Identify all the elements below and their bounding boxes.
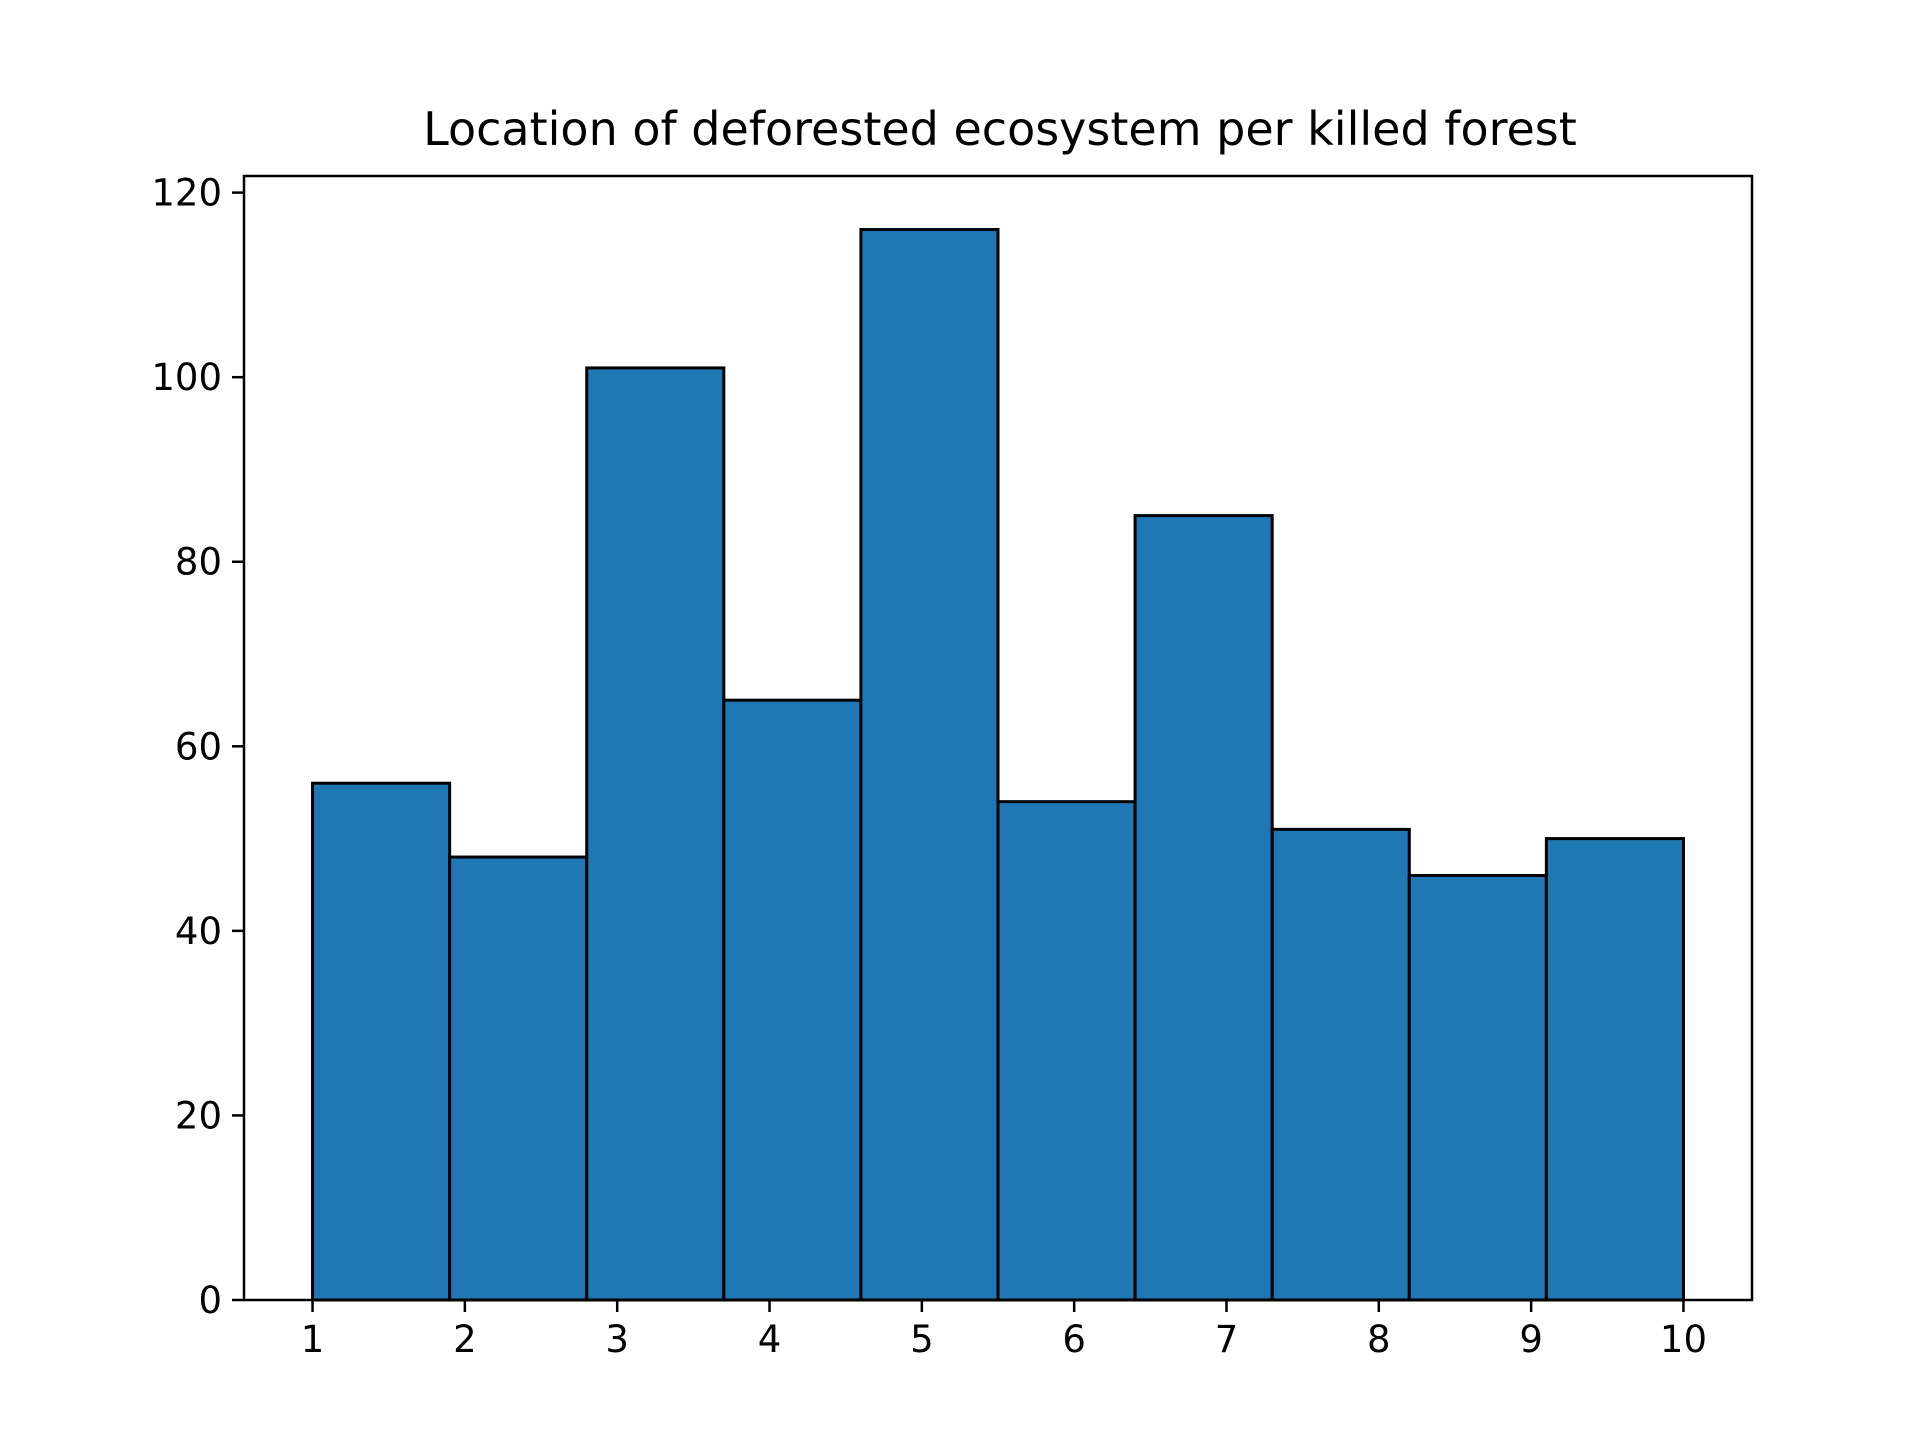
y-tick-label: 40	[175, 910, 222, 953]
plot-area-frame	[242, 174, 1754, 1302]
x-tick-label: 4	[758, 1318, 782, 1361]
histogram-bar	[996, 800, 1137, 1302]
y-tick-label: 0	[198, 1279, 222, 1322]
y-tick-label: 80	[175, 541, 222, 584]
x-tick-label: 1	[301, 1318, 325, 1361]
x-tick-label: 7	[1215, 1318, 1239, 1361]
histogram-bar	[1544, 837, 1685, 1302]
x-tick-label: 3	[605, 1318, 629, 1361]
y-tick-label: 60	[175, 725, 222, 768]
histogram-bar	[1270, 827, 1411, 1302]
histogram-bar	[448, 855, 589, 1302]
y-tick-label: 120	[151, 172, 222, 215]
histogram-bar	[585, 366, 726, 1302]
x-tick-label: 8	[1367, 1318, 1391, 1361]
histogram-bar	[311, 781, 452, 1302]
histogram-bar	[1133, 514, 1274, 1302]
bars-group	[311, 228, 1685, 1302]
histogram-bar	[722, 698, 863, 1302]
x-tick-label: 2	[453, 1318, 477, 1361]
y-tick-label: 100	[151, 356, 222, 399]
x-tick-label: 9	[1519, 1318, 1543, 1361]
y-axis-ticks: 0 20 40 60 80 100 120	[151, 172, 244, 1322]
x-tick-label: 6	[1062, 1318, 1086, 1361]
y-tick-label: 20	[175, 1094, 222, 1137]
x-axis-ticks: 1 2 3 4 5 6 7 8 9 10	[301, 1300, 1707, 1361]
x-tick-label: 10	[1660, 1318, 1707, 1361]
chart-title: Location of deforested ecosystem per kil…	[423, 102, 1577, 156]
histogram-bar	[1407, 874, 1548, 1302]
x-tick-label: 5	[910, 1318, 934, 1361]
histogram-bar	[859, 228, 1000, 1302]
